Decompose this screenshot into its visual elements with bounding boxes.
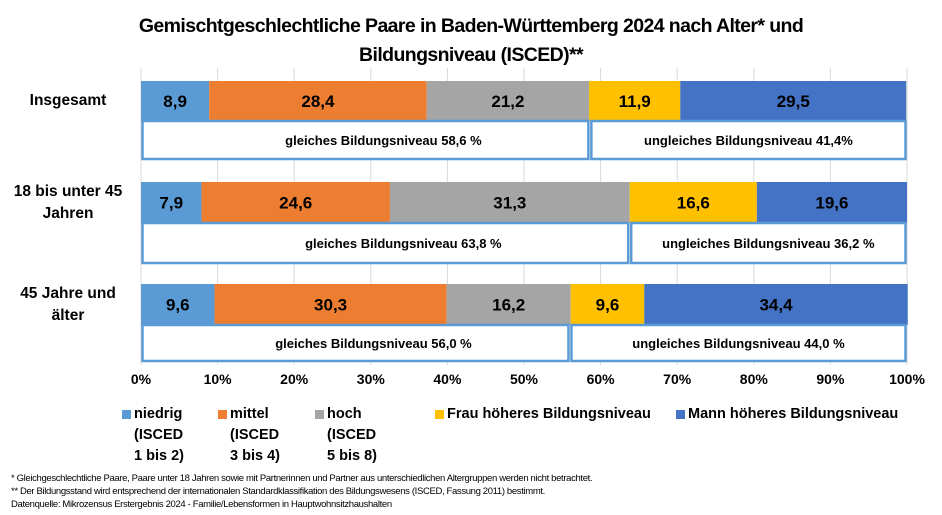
legend-item-mann-hoeher: Mann höheres Bildungsniveau [676,404,898,425]
bar-segment [389,182,630,223]
bar-segment [629,182,757,223]
x-tick-label: 90% [816,371,845,387]
x-tick-label: 40% [433,371,462,387]
bar-segment [570,284,645,325]
data-label: 11,9 [619,92,651,111]
x-tick-label: 20% [280,371,309,387]
bar-segment [214,284,447,325]
legend-swatch-mittel [218,410,227,419]
x-tick-label: 80% [740,371,769,387]
bar-segment [141,182,202,223]
legend-item-frau-hoeher: Frau höheres Bildungsniveau [435,404,651,425]
category-label-line: älter [51,307,85,324]
bar-segment [141,81,210,121]
data-label: 30,3 [314,296,347,315]
footnote-source: Datenquelle: Mikrozensus Erstergebnis 20… [11,499,392,510]
x-tick-label: 60% [587,371,616,387]
bar-segment [644,284,908,325]
chart-title: Gemischtgeschlechtliche Paare in Baden-W… [0,12,942,70]
legend-item-mittel: mittel (ISCED 3 bis 4) [218,404,280,467]
chart-title-line-2: Bildungsniveau (ISCED)** [359,44,584,66]
category-label-45-plus: 45 Jahre und älter [3,283,133,327]
data-label: 7,9 [159,194,183,213]
bar-segment [589,81,681,121]
data-label: 16,2 [492,296,525,315]
annotation-ungleich: ungleiches Bildungsniveau 36,2 % [662,236,875,251]
data-label: 9,6 [166,296,190,315]
bar-segment [209,81,427,121]
category-label-line: Insgesamt [29,92,107,109]
x-tick-label: 50% [510,371,539,387]
x-tick-label: 0% [131,371,152,387]
x-tick-label: 100% [889,371,925,387]
bracket-box-gleich [141,221,630,265]
bar-segment [201,182,390,223]
legend-label: mittel (ISCED 3 bis 4) [230,406,280,464]
legend-swatch-niedrig [122,410,131,419]
annotation-gleich: gleiches Bildungsniveau 56,0 % [275,336,472,351]
x-tick-label: 10% [204,371,233,387]
footnote-2: ** Der Bildungsstand wird entsprechend d… [11,486,545,497]
legend-item-hoch: hoch (ISCED 5 bis 8) [315,404,377,467]
legend-item-niedrig: niedrig (ISCED 1 bis 2) [122,404,184,467]
bar-segment [446,284,571,325]
bar-segment [680,81,907,121]
legend-label: niedrig (ISCED 1 bis 2) [134,406,184,464]
legend-label: hoch (ISCED 5 bis 8) [327,406,377,464]
bracket-box-ungleich [590,119,907,161]
category-label-18-45: 18 bis unter 45 Jahren [3,181,133,225]
legend-label: Frau höheres Bildungsniveau [447,406,651,422]
bracket-box-ungleich [570,323,907,363]
data-label: 34,4 [759,296,793,315]
data-label: 29,5 [777,92,810,111]
stacked-bar-chart: 0% 10% 20% 30% 40% 50% 60% 70% 80% 90% 100% 8,9 28,4… [131,68,925,387]
bar-segment [756,182,907,223]
bar-segment [426,81,590,121]
data-label: 31,3 [493,194,526,213]
footnote-1: * Gleichgeschlechtliche Paare, Paare unt… [11,473,593,484]
annotation-ungleich: ungleiches Bildungsniveau 44,0 % [632,336,845,351]
bar-segment [141,284,215,325]
bracket-box-gleich [141,119,590,161]
data-label: 9,6 [596,296,620,315]
category-label-line: Jahren [42,205,94,222]
data-label: 24,6 [279,194,312,213]
data-label: 8,9 [163,92,187,111]
x-tick-label: 70% [663,371,692,387]
data-label: 21,2 [491,92,524,111]
bracket-box-ungleich [629,221,907,265]
annotation-ungleich: ungleiches Bildungsniveau 41,4% [644,133,853,148]
chart-title-line-1: Gemischtgeschlechtliche Paare in Baden-W… [138,15,804,37]
category-label-line: 45 Jahre und [20,285,116,302]
data-label: 16,6 [677,194,710,213]
annotation-gleich: gleiches Bildungsniveau 58,6 % [285,133,482,148]
annotation-gleich: gleiches Bildungsniveau 63,8 % [305,236,502,251]
bracket-box-gleich [141,323,570,363]
data-label: 19,6 [815,194,848,213]
x-tick-label: 30% [357,371,386,387]
legend-swatch-hoch [315,410,324,419]
category-label-line: 18 bis unter 45 [13,183,123,200]
legend-swatch-mann-hoeher [676,410,685,419]
legend-label: Mann höheres Bildungsniveau [688,406,899,422]
category-label-insgesamt: Insgesamt [3,90,133,112]
legend-swatch-frau-hoeher [435,410,444,419]
data-label: 28,4 [301,92,335,111]
